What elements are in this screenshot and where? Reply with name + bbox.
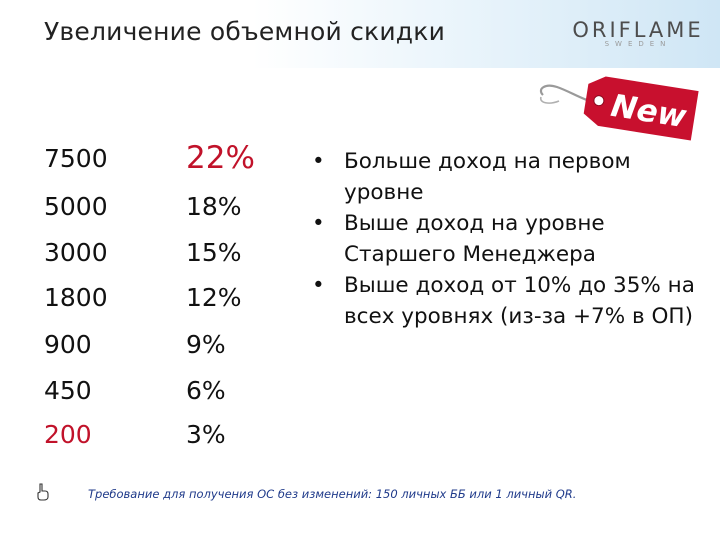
oriflame-logo: ORIFLAME SWEDEN [568,18,708,48]
table-percent: 12% [186,283,242,312]
bullet-text: Больше доход на первом уровне [344,149,631,205]
bullet-item: • Выше доход от 10% до 35% на всех уровня… [312,270,707,332]
table-amount: 900 [44,330,92,359]
table-amount: 1800 [44,283,108,312]
table-amount: 450 [44,376,92,405]
bullet-text: Выше доход от 10% до 35% на всех уровнях… [344,273,695,329]
table-amount: 200 [44,420,92,449]
benefits-list: • Больше доход на первом уровне • Выше дохо… [312,146,707,332]
table-percent: 15% [186,238,242,267]
table-amount: 7500 [44,144,108,173]
pointing-hand-icon [37,483,49,501]
bullet-item: • Больше доход на первом уровне [312,146,707,208]
brand-name: ORIFLAME [572,18,704,42]
bullet-marker: • [312,211,325,236]
table-percent: 3% [186,420,226,449]
footnote-text: Требование для получения ОС без изменени… [88,487,577,501]
slide-header: Увеличение объемной скидки ORIFLAME SWED… [0,0,720,68]
brand-subtitle: SWEDEN [604,40,672,48]
table-amount: 5000 [44,192,108,221]
bullet-marker: • [312,149,325,174]
table-percent: 9% [186,330,226,359]
bullet-marker: • [312,273,325,298]
bullet-text: Выше доход на уровне Старшего Менеджера [344,211,605,267]
slide-title: Увеличение объемной скидки [44,17,446,46]
table-percent: 6% [186,376,226,405]
table-percent: 22% [186,140,255,176]
table-amount: 3000 [44,238,108,267]
new-tag-icon: New [539,76,699,141]
bullet-item: • Выше доход на уровне Старшего Менеджера [312,208,707,270]
table-percent: 18% [186,192,242,221]
